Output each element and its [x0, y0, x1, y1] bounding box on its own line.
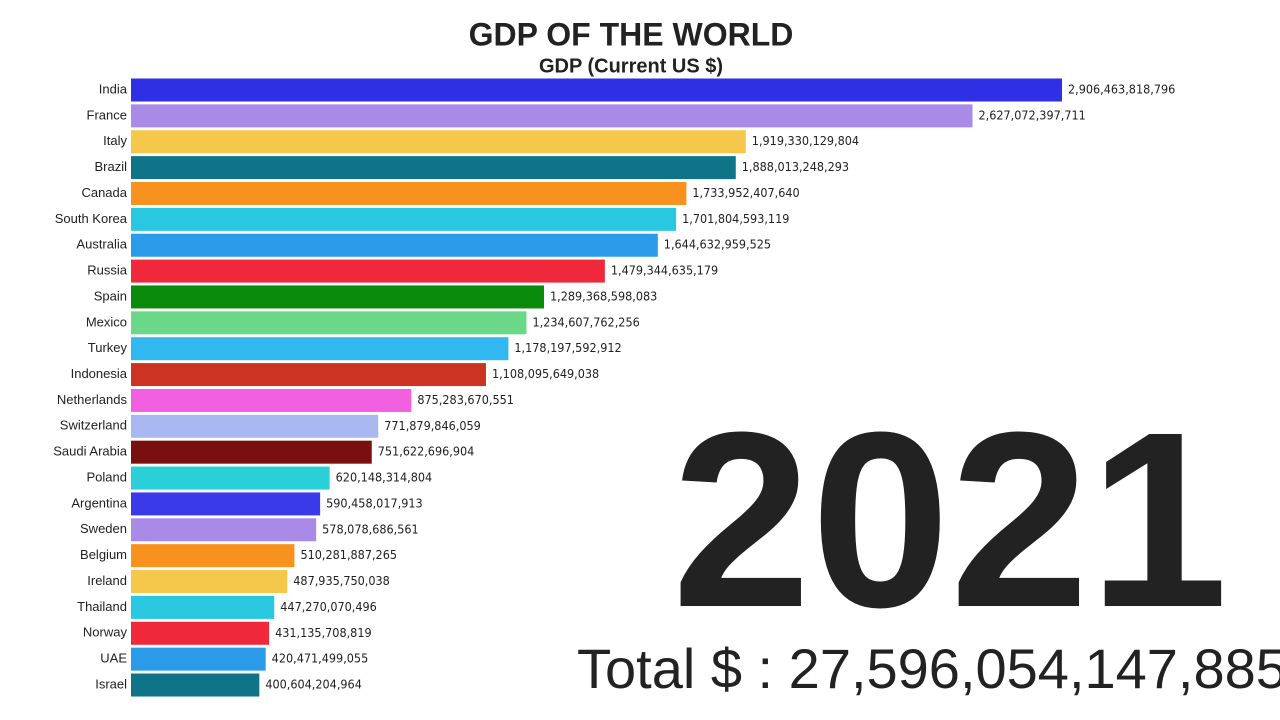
bar [131, 78, 1062, 102]
category-label: Turkey [88, 340, 128, 355]
bar [131, 621, 270, 645]
value-label: 1,108,095,649,038 [492, 366, 599, 381]
value-label: 1,701,804,593,119 [682, 211, 789, 226]
category-label: France [87, 107, 127, 122]
value-label: 751,622,696,904 [378, 444, 475, 459]
bar [131, 647, 266, 671]
bar [131, 595, 275, 619]
value-label: 875,283,670,551 [417, 392, 514, 407]
value-label: 1,234,607,762,256 [532, 314, 639, 329]
category-label: Australia [76, 237, 127, 252]
value-label: 771,879,846,059 [384, 418, 481, 433]
value-label: 1,479,344,635,179 [611, 263, 718, 278]
value-label: 590,458,017,913 [326, 495, 423, 510]
value-label: 578,078,686,561 [322, 521, 419, 536]
value-label: 1,289,368,598,083 [550, 288, 657, 303]
category-label: UAE [100, 651, 127, 666]
year-label: 2021 [672, 380, 1228, 659]
bar [131, 388, 412, 412]
category-label: Israel [95, 676, 127, 691]
category-label: Thailand [77, 599, 127, 614]
category-label: Russia [87, 263, 128, 278]
value-label: 1,919,330,129,804 [752, 133, 859, 148]
bar [131, 363, 486, 387]
category-label: South Korea [55, 211, 128, 226]
value-label: 400,604,204,964 [265, 677, 362, 692]
bar [131, 181, 687, 205]
bar [131, 311, 527, 335]
value-label: 1,733,952,407,640 [692, 185, 799, 200]
bar [131, 544, 295, 568]
value-label: 620,148,314,804 [336, 470, 433, 485]
value-label: 1,644,632,959,525 [664, 237, 771, 252]
chart-title: GDP OF THE WORLD [469, 16, 794, 52]
value-label: 1,888,013,248,293 [742, 159, 849, 174]
bar [131, 233, 658, 257]
value-label: 447,270,070,496 [280, 599, 377, 614]
category-label: Belgium [80, 547, 127, 562]
value-label: 487,935,750,038 [293, 573, 390, 588]
category-label: India [99, 81, 128, 96]
chart-subtitle: GDP (Current US $) [539, 55, 723, 77]
bar [131, 259, 605, 283]
category-label: Indonesia [71, 366, 128, 381]
value-label: 2,906,463,818,796 [1068, 82, 1175, 97]
bar [131, 518, 317, 542]
category-label: Ireland [87, 573, 127, 588]
value-label: 2,627,072,397,711 [979, 107, 1086, 122]
category-label: Spain [94, 288, 127, 303]
total-label: Total $ : 27,596,054,147,885 [577, 637, 1280, 700]
category-label: Switzerland [60, 418, 127, 433]
bar [131, 414, 379, 438]
bar [131, 673, 260, 697]
value-label: 420,471,499,055 [272, 651, 369, 666]
category-label: Argentina [71, 495, 127, 510]
category-label: Italy [103, 133, 127, 148]
bar [131, 440, 372, 464]
category-label: Poland [87, 469, 127, 484]
bar [131, 104, 973, 128]
value-label: 1,178,197,592,912 [514, 340, 621, 355]
bar [131, 337, 509, 361]
bar [131, 570, 288, 594]
bar [131, 285, 545, 309]
category-label: Brazil [94, 159, 127, 174]
category-label: Netherlands [57, 392, 128, 407]
value-label: 510,281,887,265 [300, 547, 397, 562]
category-label: Canada [81, 185, 127, 200]
category-label: Saudi Arabia [53, 444, 127, 459]
bar [131, 466, 330, 490]
bar [131, 130, 746, 154]
category-label: Norway [83, 625, 128, 640]
value-label: 431,135,708,819 [275, 625, 372, 640]
category-label: Mexico [86, 314, 127, 329]
bar [131, 492, 321, 516]
bar [131, 156, 736, 180]
category-label: Sweden [80, 521, 127, 536]
bar [131, 207, 677, 231]
